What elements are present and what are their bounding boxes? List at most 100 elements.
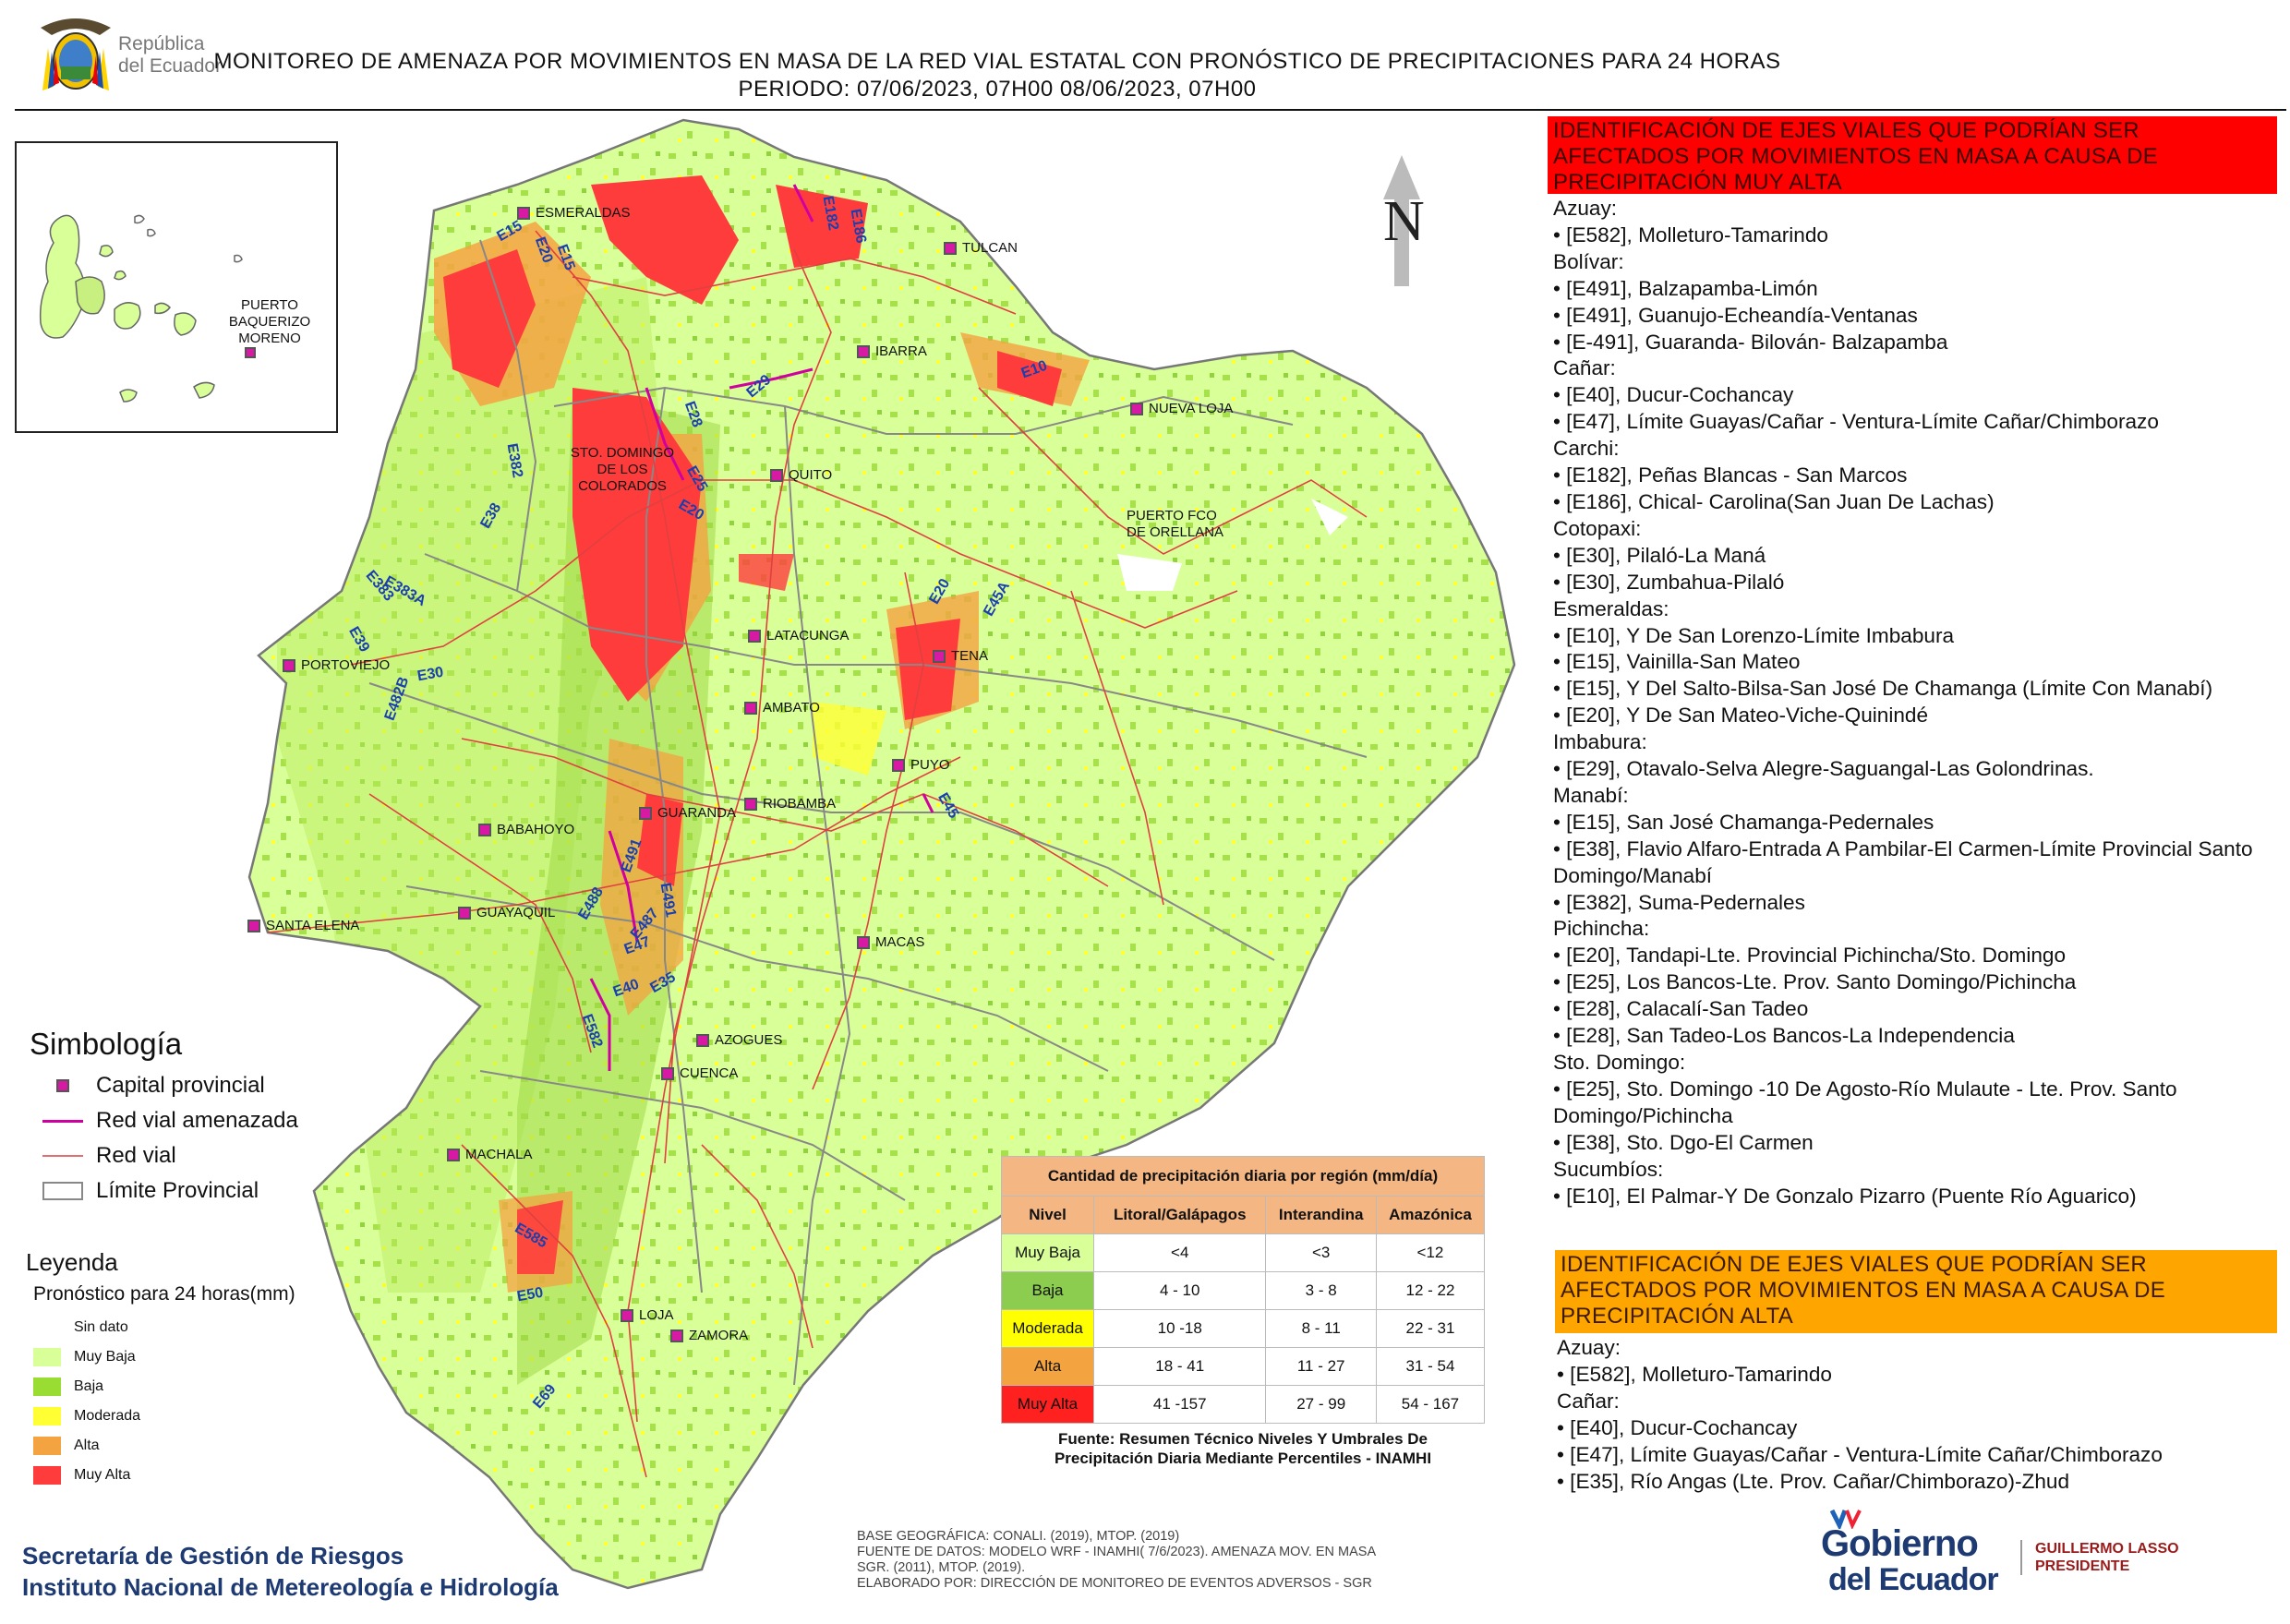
list-item: • [E582], Molleturo-Tamarindo	[1557, 1362, 1832, 1386]
map-title: MONITOREO DE AMENAZA POR MOVIMIENTOS EN …	[213, 49, 1781, 102]
precipitation-threshold-table: Cantidad de precipitación diaria por reg…	[1000, 1156, 1486, 1424]
list-item: • [E38], Flavio Alfaro-Entrada A Pambila…	[1553, 836, 2253, 887]
level-cell: Moderada	[1000, 1309, 1095, 1348]
table-cell: 10 -18	[1093, 1309, 1267, 1348]
list-item: Cotopaxi:	[1553, 516, 1642, 540]
table-cell: 8 - 11	[1265, 1309, 1377, 1348]
table-title: Cantidad de precipitación diaria por reg…	[1001, 1156, 1485, 1197]
table-row: Baja 4 - 10 3 - 8 12 - 22	[1000, 1271, 1486, 1310]
city-label: GUARANDA	[638, 805, 737, 821]
list-item: • [E35], Río Angas (Lte. Prov. Cañar/Chi…	[1557, 1469, 2070, 1493]
list-item: Cañar:	[1553, 356, 1616, 380]
legend-item: Moderada	[33, 1407, 140, 1426]
level-cell: Alta	[1000, 1347, 1095, 1386]
symbology-item-boundary: Límite Provincial	[37, 1178, 259, 1204]
list-item: Sto. Domingo:	[1553, 1051, 1686, 1074]
city-label: MACAS	[856, 934, 925, 950]
table-cell: 27 - 99	[1265, 1385, 1377, 1424]
city-label: PUYO	[892, 757, 950, 773]
road-line-icon	[42, 1155, 83, 1157]
list-item: • [E40], Ducur-Cochancay	[1553, 383, 1794, 407]
map-credits: BASE GEOGRÁFICA: CONALI. (2019), MTOP. (…	[857, 1529, 1377, 1591]
muy-alta-road-list: Azuay: • [E582], Molleturo-Tamarindo Bol…	[1553, 196, 2283, 1209]
list-item: Esmeraldas:	[1553, 596, 1669, 620]
alta-header: IDENTIFICACIÓN DE EJES VIALES QUE PODRÍA…	[1555, 1250, 2277, 1333]
table-header: Nivel	[1000, 1196, 1095, 1234]
table-cell: 12 - 22	[1375, 1271, 1486, 1310]
list-item: Azuay:	[1557, 1336, 1621, 1359]
list-item: Sucumbíos:	[1553, 1157, 1664, 1181]
legend-swatch	[33, 1377, 61, 1396]
north-arrow-icon	[1383, 155, 1420, 286]
republica-logo-text: República del Ecuador	[118, 33, 223, 77]
level-cell: Muy Alta	[1000, 1385, 1095, 1424]
symbology-item-threatened-road: Red vial amenazada	[37, 1108, 298, 1134]
city-label: QUITO	[769, 467, 833, 483]
inset-city-label: PUERTO BAQUERIZO MORENO	[228, 297, 311, 346]
legend-subtitle: Pronóstico para 24 horas(mm)	[33, 1283, 295, 1305]
table-cell: 3 - 8	[1265, 1271, 1377, 1310]
list-item: • [E186], Chical- Carolina(San Juan De L…	[1553, 489, 1995, 513]
symbology-item-capital: Capital provincial	[37, 1073, 265, 1099]
level-cell: Muy Baja	[1000, 1233, 1095, 1272]
table-cell: 22 - 31	[1375, 1309, 1486, 1348]
city-label-sto-domingo: STO. DOMINGO DE LOS COLORADOS	[570, 445, 675, 494]
table-cell: 4 - 10	[1093, 1271, 1267, 1310]
city-label: PORTOVIEJO	[282, 657, 391, 673]
table-cell: 11 - 27	[1265, 1347, 1377, 1386]
list-item: Carchi:	[1553, 437, 1620, 461]
list-item: • [E491], Balzapamba-Limón	[1553, 276, 1818, 300]
table-cell: 31 - 54	[1375, 1347, 1486, 1386]
list-item: • [E47], Límite Guayas/Cañar - Ventura-L…	[1553, 410, 2159, 434]
list-item: Manabí:	[1553, 783, 1629, 807]
legend-swatch	[33, 1318, 61, 1337]
muy-alta-header: IDENTIFICACIÓN DE EJES VIALES QUE PODRÍA…	[1548, 116, 2277, 195]
table-cell: 18 - 41	[1093, 1347, 1267, 1386]
legend-swatch	[33, 1348, 61, 1366]
city-label: TULCAN	[943, 240, 1018, 256]
list-item: Azuay:	[1553, 197, 1618, 220]
city-label: ESMERALDAS	[517, 205, 631, 221]
legend-item: Alta	[33, 1437, 100, 1455]
list-item: • [E491], Guanujo-Echeandía-Ventanas	[1553, 303, 1918, 327]
list-item: • [E47], Límite Guayas/Cañar - Ventura-L…	[1557, 1442, 2163, 1466]
city-label: SANTA ELENA	[247, 918, 360, 933]
legend-item: Muy Alta	[33, 1466, 130, 1485]
list-item: • [E182], Peñas Blancas - San Marcos	[1553, 463, 1908, 487]
table-row: Muy Alta 41 -157 27 - 99 54 - 167	[1000, 1385, 1486, 1424]
list-item: Bolívar:	[1553, 249, 1624, 273]
table-row: Muy Baja <4 <3 <12	[1000, 1233, 1486, 1272]
institution-names: Secretaría de Gestión de Riesgos Institu…	[22, 1542, 559, 1601]
list-item: • [E28], San Tadeo-Los Bancos-La Indepen…	[1553, 1024, 2015, 1048]
table-cell: 54 - 167	[1375, 1385, 1486, 1424]
list-item: • [E25], Sto. Domingo -10 De Agosto-Río …	[1553, 1077, 2177, 1127]
table-header: Interandina	[1265, 1196, 1377, 1234]
list-item: • [E20], Tandapi-Lte. Provincial Pichinc…	[1553, 944, 2067, 968]
table-source: Fuente: Resumen Técnico Niveles Y Umbral…	[1054, 1430, 1432, 1467]
city-label: AZOGUES	[695, 1032, 783, 1048]
list-item: • [E30], Pilaló-La Maná	[1553, 543, 1766, 567]
table-cell: <4	[1093, 1233, 1267, 1272]
table-row: Alta 18 - 41 11 - 27 31 - 54	[1000, 1347, 1486, 1386]
legend-title: Leyenda	[26, 1248, 118, 1276]
threatened-road-line-icon	[42, 1119, 83, 1123]
legend-swatch	[33, 1407, 61, 1426]
list-item: • [E382], Suma-Pedernales	[1553, 890, 1805, 914]
table-cell: <3	[1265, 1233, 1377, 1272]
city-label: TENA	[932, 648, 989, 664]
coat-of-arms-logo	[35, 11, 116, 98]
legend-swatch	[33, 1437, 61, 1455]
city-label: MACHALA	[447, 1147, 533, 1162]
list-item: • [E20], Y De San Mateo-Viche-Quinindé	[1553, 704, 1929, 728]
capital-marker-icon	[245, 347, 256, 358]
list-item: • [E10], El Palmar-Y De Gonzalo Pizarro …	[1553, 1184, 2137, 1208]
city-label: CUENCA	[660, 1065, 739, 1081]
symbology-item-road: Red vial	[37, 1143, 176, 1169]
list-item: Cañar:	[1557, 1389, 1620, 1413]
table-header: Amazónica	[1375, 1196, 1486, 1234]
symbology-title: Simbología	[30, 1027, 183, 1061]
list-item: • [E25], Los Bancos-Lte. Prov. Santo Dom…	[1553, 970, 2077, 994]
president-label: GUILLERMO LASSO PRESIDENTE	[2020, 1540, 2179, 1575]
table-header: Litoral/Galápagos	[1093, 1196, 1267, 1234]
list-item: Pichincha:	[1553, 917, 1650, 941]
